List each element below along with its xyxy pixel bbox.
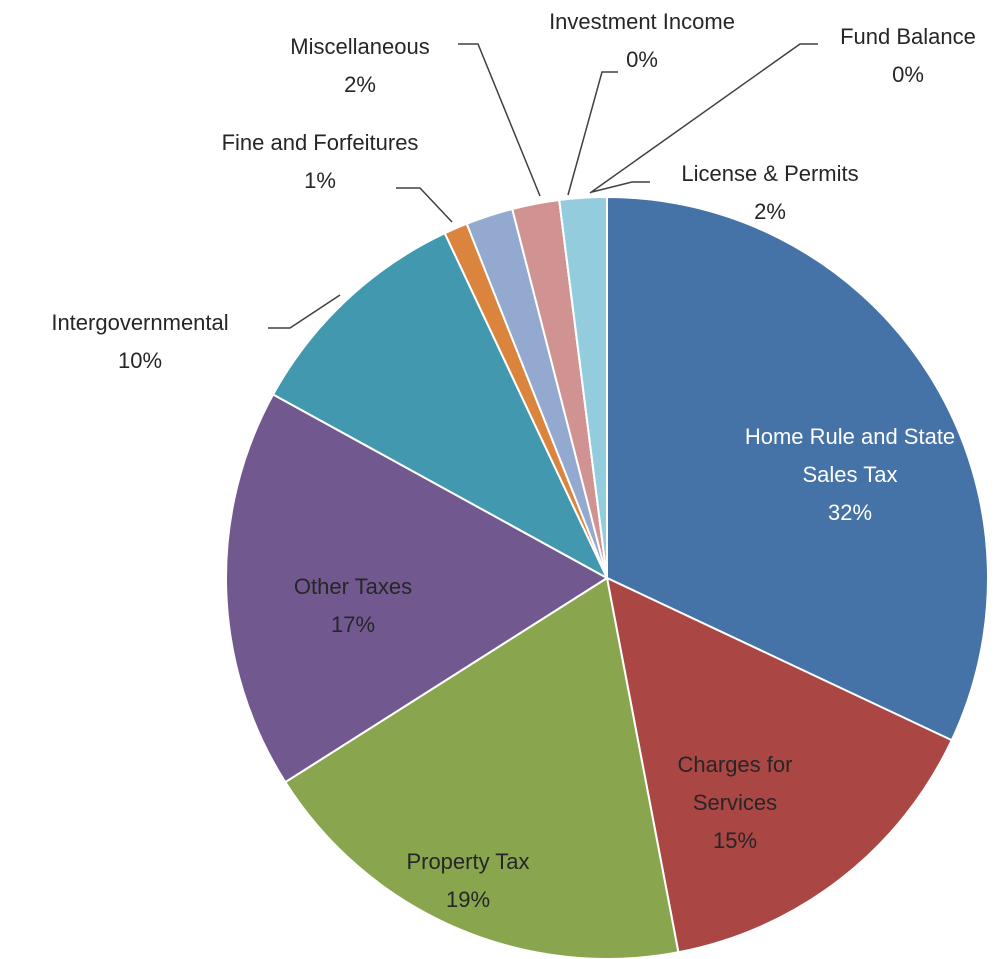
percent-label: 1% — [220, 162, 420, 200]
leader-line — [568, 72, 618, 195]
category-label: License & Permits — [640, 155, 900, 193]
percent-label: 10% — [0, 342, 280, 380]
percent-label: 2% — [250, 66, 470, 104]
category-label: Property Tax — [368, 843, 568, 881]
category-label: Investment Income — [502, 3, 782, 41]
percent-label: 2% — [640, 193, 900, 231]
category-label: Fund Balance — [808, 18, 1004, 56]
percent-label: 32% — [720, 494, 980, 532]
category-label: Other Taxes — [253, 568, 453, 606]
category-label: Home Rule and State Sales Tax — [720, 418, 980, 494]
category-label: Charges for Services — [650, 746, 820, 822]
percent-label: 17% — [253, 606, 453, 644]
category-label: Fine and Forfeitures — [220, 124, 420, 162]
percent-label: 0% — [808, 56, 1004, 94]
category-label: Intergovernmental — [0, 304, 280, 342]
category-label: Miscellaneous — [250, 28, 470, 66]
percent-label: 15% — [650, 822, 820, 860]
percent-label: 19% — [368, 881, 568, 919]
percent-label: 0% — [502, 41, 782, 79]
chart: Home Rule and State Sales Tax32% Charges … — [0, 0, 1004, 959]
